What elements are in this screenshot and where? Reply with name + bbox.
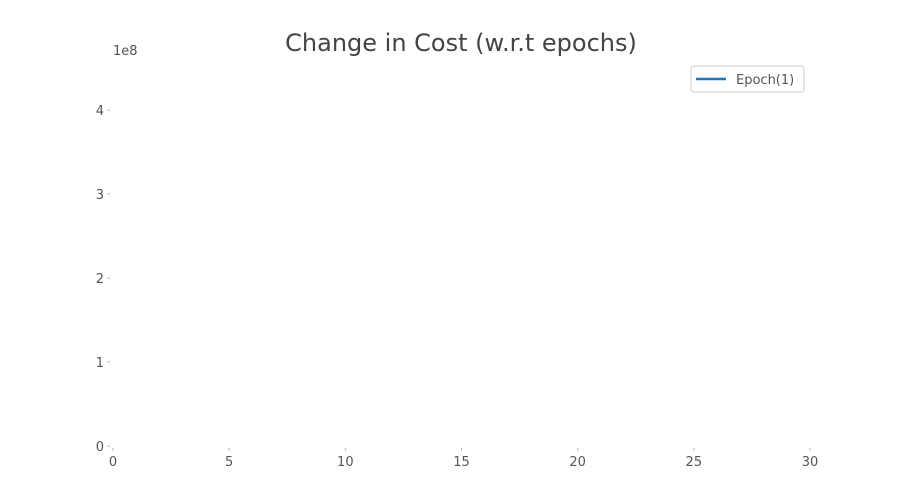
- x-tick-label: 15: [453, 455, 470, 470]
- legend-box: [690, 65, 805, 93]
- x-axis: 0 5 10 15 20 25 30: [109, 448, 818, 470]
- legend-label: Epoch(1): [736, 73, 794, 88]
- x-tick-label: 20: [569, 455, 586, 470]
- x-tick-label: 0: [109, 455, 117, 470]
- y-tick-label: 3: [96, 188, 104, 203]
- x-tick-label: 10: [337, 455, 354, 470]
- y-tick-label: 4: [96, 104, 104, 119]
- x-tick-label: 30: [802, 455, 819, 470]
- y-axis-offset-label: 1e8: [113, 44, 138, 59]
- y-tick-label: 0: [96, 440, 104, 455]
- y-axis: 0 1 2 3 4: [96, 104, 110, 455]
- x-tick-label: 5: [225, 455, 233, 470]
- y-tick-label: 1: [96, 356, 104, 371]
- chart-title: Change in Cost (w.r.t epochs): [285, 29, 637, 57]
- legend: Epoch(1): [690, 65, 805, 93]
- x-tick-label: 25: [686, 455, 703, 470]
- y-tick-label: 2: [96, 272, 104, 287]
